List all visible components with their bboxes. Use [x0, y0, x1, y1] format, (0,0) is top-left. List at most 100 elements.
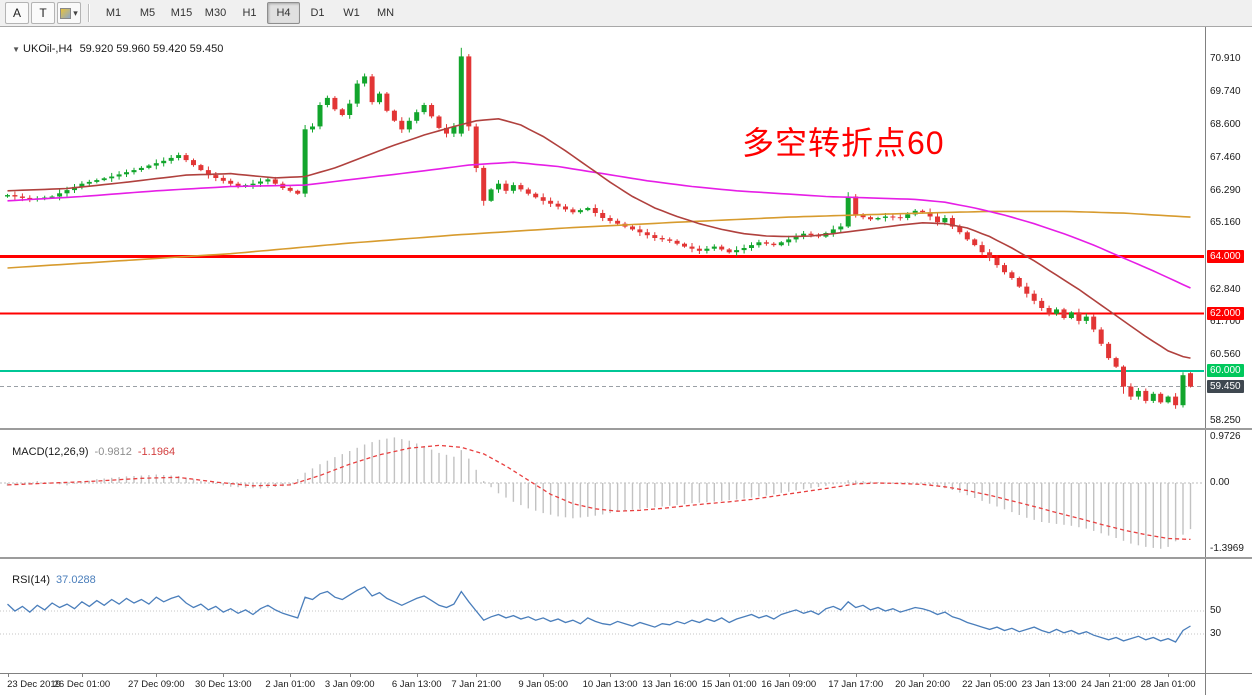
price-axis-label: 68.600: [1210, 119, 1241, 131]
time-axis-label: 30 Dec 13:00: [195, 679, 252, 690]
price-line-label: 62.000: [1207, 306, 1244, 320]
time-axis-label: 23 Dec 2019: [7, 679, 61, 690]
macd-axis-label: -1.3969: [1210, 542, 1244, 554]
timeframe-button-h1[interactable]: H1: [242, 7, 257, 19]
price-line-label: 64.000: [1207, 249, 1244, 263]
rsi-value: 37.0288: [56, 574, 96, 586]
text-tool-label: T: [39, 6, 47, 20]
time-axis-tick: [1049, 674, 1051, 677]
ma-orange-line: [7, 210, 1191, 269]
time-axis-tick: [610, 674, 612, 677]
axis-corner-line: [1205, 674, 1206, 695]
time-axis-tick: [416, 674, 418, 677]
timeframe-button-h4[interactable]: H4: [267, 2, 300, 24]
time-axis-label: 20 Jan 20:00: [895, 679, 951, 690]
macd-axis-label: 0.9726: [1210, 431, 1241, 443]
time-axis-tick: [989, 674, 991, 677]
time-axis-tick: [922, 674, 924, 677]
panel-separator[interactable]: [0, 428, 1252, 430]
price-axis-label: 58.250: [1210, 414, 1241, 426]
macd-histogram: [6, 437, 1192, 549]
time-axis-tick: [1168, 674, 1170, 677]
time-axis-tick: [669, 674, 671, 677]
time-axis-label: 3 Jan 09:00: [324, 679, 375, 690]
time-axis-label: 9 Jan 05:00: [518, 679, 569, 690]
font-tool-button[interactable]: A: [5, 2, 29, 24]
macd-panel-canvas[interactable]: [0, 431, 1205, 557]
symbol-name: UKOil-,H4: [23, 43, 73, 55]
time-axis-label: 7 Jan 21:00: [451, 679, 502, 690]
main-chart-canvas[interactable]: [0, 27, 1205, 428]
price-axis-label: 65.160: [1210, 217, 1241, 229]
rsi-panel-canvas[interactable]: [0, 559, 1205, 673]
time-axis-tick: [223, 674, 225, 677]
timeframe-button-m30[interactable]: M30: [204, 7, 227, 19]
time-axis-tick: [1108, 674, 1110, 677]
rsi-axis-label: 50: [1210, 605, 1222, 616]
time-axis-label: 6 Jan 13:00: [391, 679, 442, 690]
time-axis-label: 10 Jan 13:00: [582, 679, 638, 690]
macd-signal-value: -1.1964: [137, 446, 176, 458]
price-axis-label: 60.560: [1210, 348, 1241, 360]
timeframe-group: M1 M5 M15 M30 H1 H4 D1 W1 MN: [97, 2, 402, 24]
time-axis-label: 23 Jan 13:00: [1021, 679, 1077, 690]
macd-signal-line: [7, 444, 1191, 541]
macd-main-value: -0.9812: [94, 446, 132, 458]
time-axis-tick: [788, 674, 790, 677]
rsi-title: RSI(14): [12, 574, 51, 586]
time-axis-tick: [729, 674, 731, 677]
time-axis-label: 27 Dec 09:00: [128, 679, 185, 690]
time-axis-tick: [290, 674, 292, 677]
time-axis-label: 16 Jan 09:00: [761, 679, 817, 690]
font-tool-label: A: [12, 6, 21, 20]
symbol-ohlc-values: 59.920 59.960 59.420 59.450: [79, 43, 224, 55]
timeframe-button-w1[interactable]: W1: [343, 7, 360, 19]
chevron-down-icon: ▾: [73, 7, 78, 18]
price-axis-label: 62.840: [1210, 283, 1241, 295]
price-axis-label: 67.460: [1210, 151, 1241, 163]
time-axis-label: 28 Jan 01:00: [1140, 679, 1196, 690]
horizontal-lines: [0, 255, 1204, 388]
timeframe-button-m15[interactable]: M15: [170, 7, 193, 19]
rsi-indicator-label: RSI(14) 37.0288: [6, 562, 96, 586]
time-axis-label: 2 Jan 01:00: [265, 679, 316, 690]
time-axis-label: 13 Jan 16:00: [642, 679, 698, 690]
time-axis-tick: [7, 674, 9, 677]
time-axis-tick: [156, 674, 158, 677]
macd-axis-label: 0.00: [1210, 477, 1230, 488]
time-axis-label: 15 Jan 01:00: [701, 679, 757, 690]
timeframe-button-m1[interactable]: M1: [105, 7, 122, 19]
timeframe-button-mn[interactable]: MN: [376, 7, 395, 19]
time-axis-label: 22 Jan 05:00: [962, 679, 1018, 690]
symbol-info-bar[interactable]: ▼ UKOil-,H4 59.920 59.960 59.420 59.450: [6, 31, 223, 55]
time-axis-tick: [543, 674, 545, 677]
time-axis-tick: [349, 674, 351, 677]
candles: [5, 47, 1193, 409]
ma-darkred-line: [7, 117, 1191, 359]
price-axis[interactable]: 70.910 69.740 68.600 67.460 66.290 65.160 62.8…: [1205, 27, 1252, 673]
time-axis-tick: [476, 674, 478, 677]
timeframe-button-d1[interactable]: D1: [310, 7, 325, 19]
macd-title: MACD(12,26,9): [12, 446, 89, 458]
price-axis-label: 66.290: [1210, 185, 1241, 197]
price-line-label: 60.000: [1207, 363, 1244, 377]
top-toolbar: A T ▾ M1 M5 M15 M30 H1 H4 D1 W1 MN: [0, 0, 1252, 27]
ma-magenta-line: [7, 161, 1191, 289]
text-tool-button[interactable]: T: [31, 2, 55, 24]
drawing-tool-dropdown[interactable]: ▾: [57, 2, 81, 24]
drawing-tool-icon: [60, 7, 72, 19]
timeframe-button-m5[interactable]: M5: [139, 7, 156, 19]
chart-text-annotation[interactable]: 多空转折点60: [742, 125, 945, 161]
time-axis-label: 24 Jan 21:00: [1081, 679, 1137, 690]
time-axis[interactable]: 23 Dec 2019 26 Dec 01:00 27 Dec 09:00 30 De…: [0, 673, 1252, 695]
toolbar-separator: [88, 4, 90, 22]
price-axis-label: 70.910: [1210, 53, 1241, 64]
time-axis-label: 26 Dec 01:00: [53, 679, 111, 690]
rsi-axis-label: 30: [1210, 628, 1222, 639]
price-axis-label: 61.700: [1210, 316, 1241, 328]
time-axis-label: 17 Jan 17:00: [828, 679, 884, 690]
panel-separator[interactable]: [0, 557, 1252, 559]
time-axis-tick: [855, 674, 857, 677]
price-line-label: 59.450: [1207, 379, 1244, 393]
